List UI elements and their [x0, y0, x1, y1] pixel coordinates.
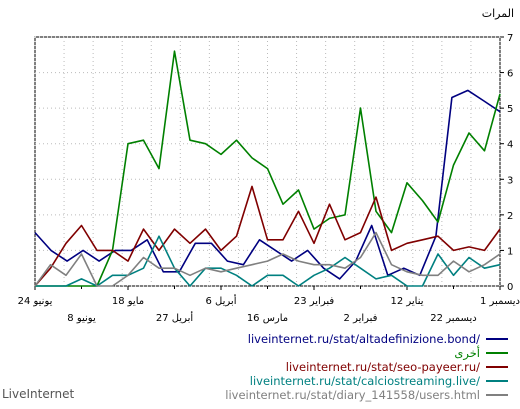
footer-brand: LiveInternet	[2, 387, 75, 401]
legend-swatch	[486, 338, 508, 340]
x-tick-label: 2 فبراير	[344, 313, 378, 324]
chart-legend: liveinternet.ru/stat/altadefinizione.bon…	[208, 332, 508, 402]
y-axis-title: المرات	[482, 7, 514, 20]
x-tick-label: 27 أبريل	[156, 311, 194, 324]
legend-label: liveinternet.ru/stat/altadefinizione.bon…	[247, 332, 480, 346]
x-tick-label: 12 يناير	[390, 296, 423, 307]
legend-swatch	[486, 380, 508, 382]
legend-label: أخرى	[454, 346, 480, 360]
series-line-3	[34, 185, 501, 287]
legend-item: أخرى	[208, 346, 508, 360]
legend-label: liveinternet.ru/stat/diary_141558/users.…	[225, 388, 480, 402]
x-tick-label: 18 مايو	[112, 296, 144, 307]
legend-swatch	[486, 352, 508, 354]
legend-item: liveinternet.ru/stat/calciostreaming.liv…	[208, 374, 508, 388]
series-line-5	[34, 231, 501, 287]
y-tick-label: 4	[507, 140, 513, 151]
y-tick-label: 7	[507, 33, 513, 44]
x-tick-label: 24 يونيو	[18, 296, 53, 307]
x-tick-label: 8 يونيو	[67, 313, 96, 324]
legend-label: liveinternet.ru/stat/calciostreaming.liv…	[249, 374, 480, 388]
x-tick-label: 23 فبراير	[294, 296, 335, 307]
x-tick-label: 6 أبريل	[206, 294, 237, 307]
legend-swatch	[486, 394, 508, 396]
x-tick-label: 22 ديسمبر	[430, 313, 476, 324]
legend-item: liveinternet.ru/stat/seo-payeer.ru/	[208, 360, 508, 374]
y-tick-label: 1	[507, 246, 513, 257]
y-tick-label: 6	[507, 69, 513, 80]
y-tick-label: 5	[507, 104, 513, 115]
y-tick-label: 3	[507, 175, 513, 186]
x-tick-label: 1 ديسمبر	[480, 296, 520, 307]
series-line-4	[35, 235, 501, 287]
x-tick-label: 16 مارس	[247, 313, 288, 324]
y-tick-label: 0	[507, 282, 513, 293]
legend-item: liveinternet.ru/stat/altadefinizione.bon…	[208, 332, 508, 346]
y-tick-label: 2	[507, 211, 513, 222]
legend-item: liveinternet.ru/stat/diary_141558/users.…	[208, 388, 508, 402]
legend-label: liveinternet.ru/stat/seo-payeer.ru/	[285, 360, 480, 374]
legend-swatch	[486, 366, 508, 368]
